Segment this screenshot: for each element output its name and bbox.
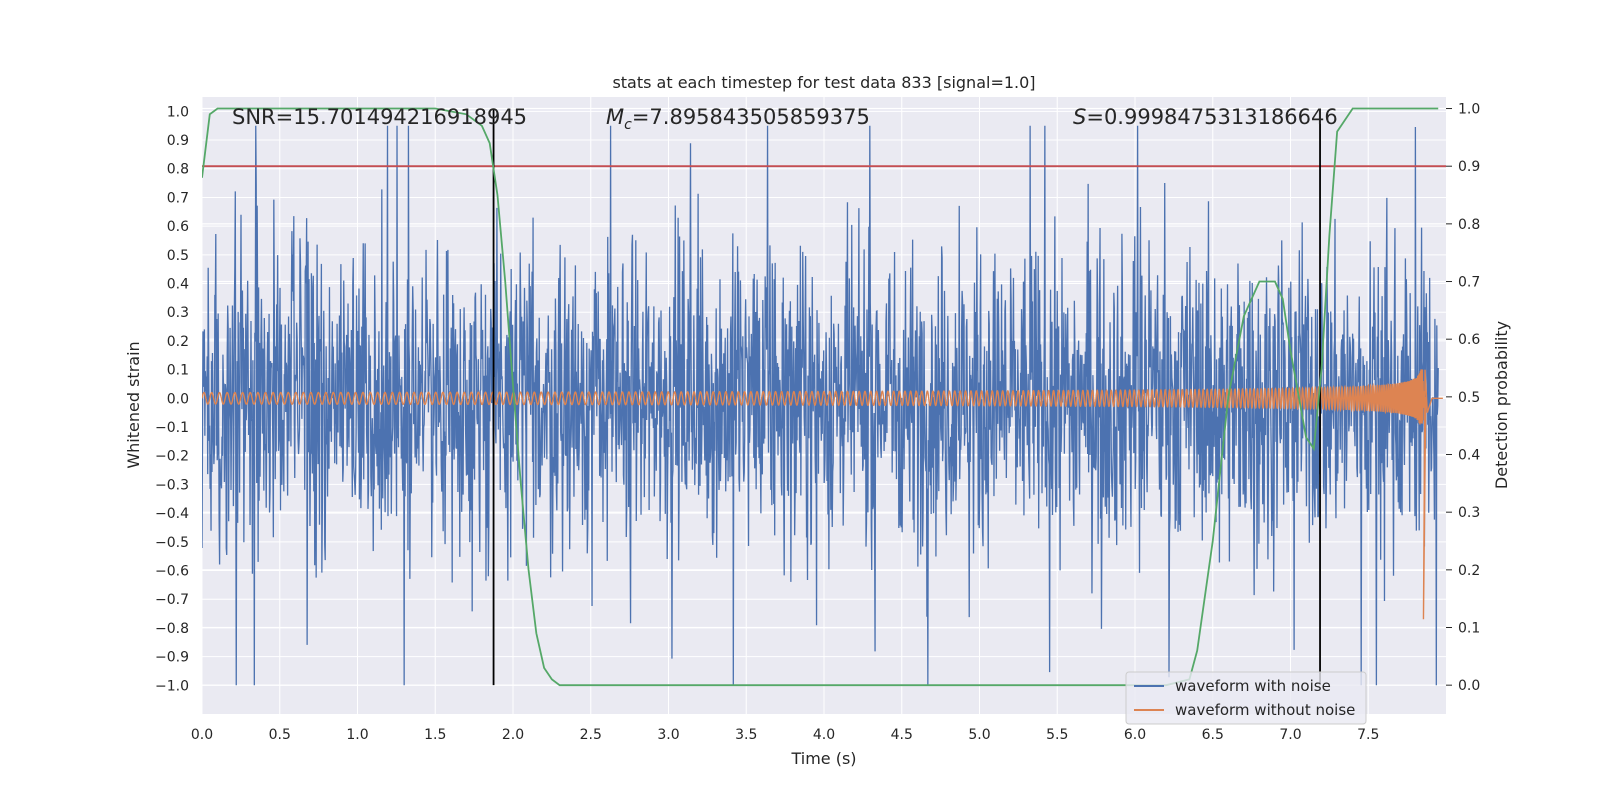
y-tick-label-right: 0.8 — [1458, 217, 1480, 233]
y-tick-label-left: −0.6 — [155, 564, 189, 580]
x-tick-label: 7.0 — [1279, 727, 1301, 743]
y-tick-label-left: 0.0 — [167, 391, 189, 407]
y-tick-label-left: −0.2 — [155, 449, 189, 465]
y-tick-label-left: −1.0 — [155, 678, 189, 694]
x-tick-label: 2.0 — [502, 727, 524, 743]
x-tick-label: 5.5 — [1046, 727, 1068, 743]
y-tick-label-left: 0.3 — [167, 305, 189, 321]
x-tick-label: 0.0 — [191, 727, 213, 743]
y-tick-label-left: −0.3 — [155, 477, 189, 493]
x-tick-label: 1.5 — [424, 727, 446, 743]
chirp-mass-annotation: Mc=7.895843505859375 — [606, 105, 870, 133]
y-tick-label-right: 0.7 — [1458, 275, 1480, 291]
y-tick-label-left: 0.4 — [167, 277, 189, 293]
y-tick-label-left: −0.1 — [155, 420, 189, 436]
series-detection-probability — [202, 107, 1439, 687]
y-tick-label-right: 0.2 — [1458, 563, 1480, 579]
y-tick-label-left: 0.1 — [167, 363, 189, 379]
y-tick-label-right: 0.9 — [1458, 159, 1480, 175]
legend: waveform with noise waveform without noi… — [1125, 671, 1367, 725]
x-tick-label: 3.5 — [735, 727, 757, 743]
chart-title: stats at each timestep for test data 833… — [612, 73, 1035, 92]
y-tick-label-right: 0.5 — [1458, 390, 1480, 406]
x-tick-label: 0.5 — [269, 727, 291, 743]
y-axis-label-left: Whitened strain — [124, 341, 143, 468]
legend-box — [1125, 671, 1367, 725]
x-tick-label: 4.5 — [891, 727, 913, 743]
y-tick-label-right: 0.1 — [1458, 621, 1480, 637]
x-tick-label: 6.5 — [1202, 727, 1224, 743]
y-tick-label-left: 0.5 — [167, 248, 189, 264]
snr-annotation: SNR=15.701494216918945 — [232, 105, 527, 129]
x-tick-label: 7.5 — [1357, 727, 1379, 743]
x-tick-label: 5.0 — [968, 727, 990, 743]
series-waveform-without-noise — [202, 369, 1443, 620]
x-tick-label: 3.0 — [657, 727, 679, 743]
y-tick-label-left: 0.2 — [167, 334, 189, 350]
y-tick-label-left: 1.0 — [167, 104, 189, 120]
y-tick-label-left: −0.5 — [155, 535, 189, 551]
x-tick-label: 1.0 — [346, 727, 368, 743]
y-tick-label-left: 0.9 — [167, 133, 189, 149]
x-axis-label: Time (s) — [790, 749, 856, 768]
y-tick-label-right: 0.4 — [1458, 448, 1480, 464]
y-tick-label-right: 1.0 — [1458, 102, 1480, 118]
legend-label-clean: waveform without noise — [1175, 701, 1355, 719]
y-tick-label-right: 0.3 — [1458, 505, 1480, 521]
y-tick-label-left: 0.6 — [167, 219, 189, 235]
s-annotation: S=0.9998475313186646 — [1073, 105, 1338, 129]
y-tick-label-left: −0.8 — [155, 621, 189, 637]
y-tick-label-right: 0.6 — [1458, 332, 1480, 348]
x-tick-label: 4.0 — [813, 727, 835, 743]
x-tick-label: 6.0 — [1124, 727, 1146, 743]
x-tick-label: 2.5 — [580, 727, 602, 743]
y-tick-label-left: 0.8 — [167, 162, 189, 178]
ticks: 0.0 0.5 1.0 1.5 2.0 2.5 3.0 3.5 4.0 4.5 5.0 5.5 6.0 6… — [155, 102, 1480, 743]
y-tick-label-left: −0.4 — [155, 506, 189, 522]
y-axis-label-right: Detection probability — [1492, 321, 1511, 489]
data-layer — [202, 107, 1446, 687]
y-tick-label-left: −0.9 — [155, 650, 189, 666]
series-waveform-with-noise — [202, 125, 1439, 686]
y-tick-label-left: −0.7 — [155, 592, 189, 608]
legend-label-noise: waveform with noise — [1175, 677, 1331, 695]
y-tick-label-left: 0.7 — [167, 190, 189, 206]
y-tick-label-right: 0.0 — [1458, 678, 1480, 694]
